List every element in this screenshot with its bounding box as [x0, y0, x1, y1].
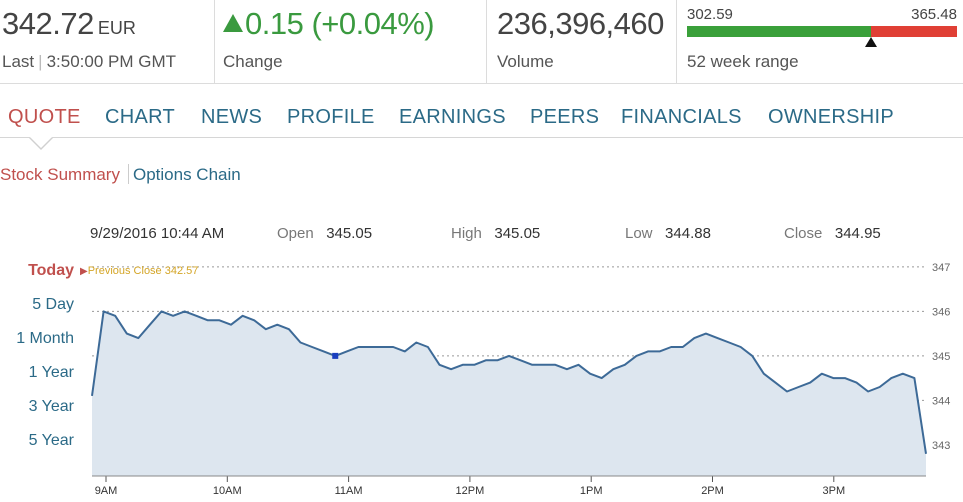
- week52-label: 52 week range: [687, 52, 799, 71]
- range-bar-high-segment: [870, 26, 957, 37]
- tab-earnings[interactable]: EARNINGS: [399, 106, 506, 128]
- price-area-fill: [92, 311, 926, 476]
- last-time: Last | 3:50:00 PM GMT: [2, 52, 176, 72]
- range-bar-low-segment: [687, 26, 871, 37]
- open-stat: Open 345.05: [277, 225, 372, 242]
- x-tick-label: 9AM: [95, 485, 118, 497]
- up-arrow-icon: [223, 14, 243, 32]
- volume-value: 236,396,460: [497, 6, 664, 41]
- change-value: 0.15 (+0.04%): [223, 6, 435, 42]
- divider: |: [38, 52, 43, 71]
- y-tick-label: 344: [932, 395, 950, 407]
- y-tick-label: 347: [932, 262, 950, 274]
- week52-high: 365.48: [911, 6, 957, 23]
- range-link-1-month[interactable]: 1 Month: [16, 330, 74, 347]
- price-series-line: [91, 310, 927, 454]
- tab-peers[interactable]: PEERS: [530, 106, 600, 128]
- play-arrow-icon: ▶: [80, 266, 88, 277]
- point-datetime: 9/29/2016 10:44 AM: [90, 225, 225, 242]
- tab-financials[interactable]: FINANCIALS: [621, 106, 742, 128]
- volume-cell: 236,396,460 Volume: [486, 0, 676, 84]
- x-tick-label: 12PM: [456, 485, 485, 497]
- high-label: High: [451, 225, 482, 242]
- range-marker-icon: [864, 37, 877, 47]
- y-tick-label: 345: [932, 351, 950, 363]
- tab-profile[interactable]: PROFILE: [287, 106, 375, 128]
- x-tick-label: 2PM: [701, 485, 724, 497]
- currency-label: EUR: [97, 18, 136, 38]
- range-link-5-day[interactable]: 5 Day: [32, 296, 74, 313]
- y-tick-label: 343: [932, 440, 950, 452]
- x-tick-label: 1PM: [580, 485, 603, 497]
- close-label: Close: [784, 225, 823, 242]
- open-label: Open: [277, 225, 314, 242]
- week52-range-bar: [687, 26, 957, 37]
- tab-news[interactable]: NEWS: [201, 106, 263, 128]
- change-label: Change: [223, 52, 283, 71]
- low-value: 344.88: [665, 225, 711, 242]
- previous-close-label: ▶Previous Close 342.57: [80, 265, 199, 277]
- subtabs: Stock Summary Options Chain: [0, 164, 241, 190]
- range-link-1-year[interactable]: 1 Year: [28, 364, 74, 381]
- last-price-cell: 342.72 EUR Last | 3:50:00 PM GMT: [0, 0, 214, 84]
- tab-quote[interactable]: QUOTE: [8, 106, 81, 128]
- hover-point-marker: [332, 352, 339, 359]
- y-tick-label: 346: [932, 306, 950, 318]
- week52-low: 302.59: [687, 6, 733, 23]
- last-label: Last: [2, 52, 35, 71]
- subtab-divider: [127, 164, 129, 184]
- range-link-today[interactable]: Today: [28, 262, 74, 279]
- close-stat: Close 344.95: [784, 225, 881, 242]
- range-link-3-year[interactable]: 3 Year: [28, 398, 74, 415]
- subtab-options-chain[interactable]: Options Chain: [132, 165, 241, 184]
- low-stat: Low 344.88: [625, 225, 711, 242]
- tab-chart[interactable]: CHART: [105, 106, 176, 128]
- week52-range-cell: 302.59 365.48 52 week range: [676, 0, 963, 84]
- open-value: 345.05: [326, 225, 373, 242]
- last-price: 342.72 EUR: [2, 6, 136, 41]
- close-value: 344.95: [834, 225, 881, 242]
- quote-tabs: QUOTE CHART NEWS PROFILE EARNINGS PEERS …: [0, 96, 963, 138]
- x-tick-label: 10AM: [213, 485, 242, 497]
- change-cell: 0.15 (+0.04%) Change: [214, 0, 486, 84]
- low-label: Low: [625, 225, 653, 242]
- x-tick-label: 11AM: [335, 485, 363, 497]
- quote-header: 342.72 EUR Last | 3:50:00 PM GMT 0.15 (+0.0…: [0, 0, 963, 84]
- volume-label: Volume: [497, 52, 554, 71]
- tab-ownership[interactable]: OWNERSHIP: [768, 106, 895, 128]
- x-tick-label: 3PM: [822, 485, 845, 497]
- high-value: 345.05: [494, 225, 541, 242]
- range-link-5-year[interactable]: 5 Year: [28, 432, 74, 449]
- subtab-stock-summary[interactable]: Stock Summary: [0, 165, 120, 184]
- high-stat: High 345.05: [451, 225, 540, 242]
- last-timestamp: 3:50:00 PM GMT: [46, 52, 176, 71]
